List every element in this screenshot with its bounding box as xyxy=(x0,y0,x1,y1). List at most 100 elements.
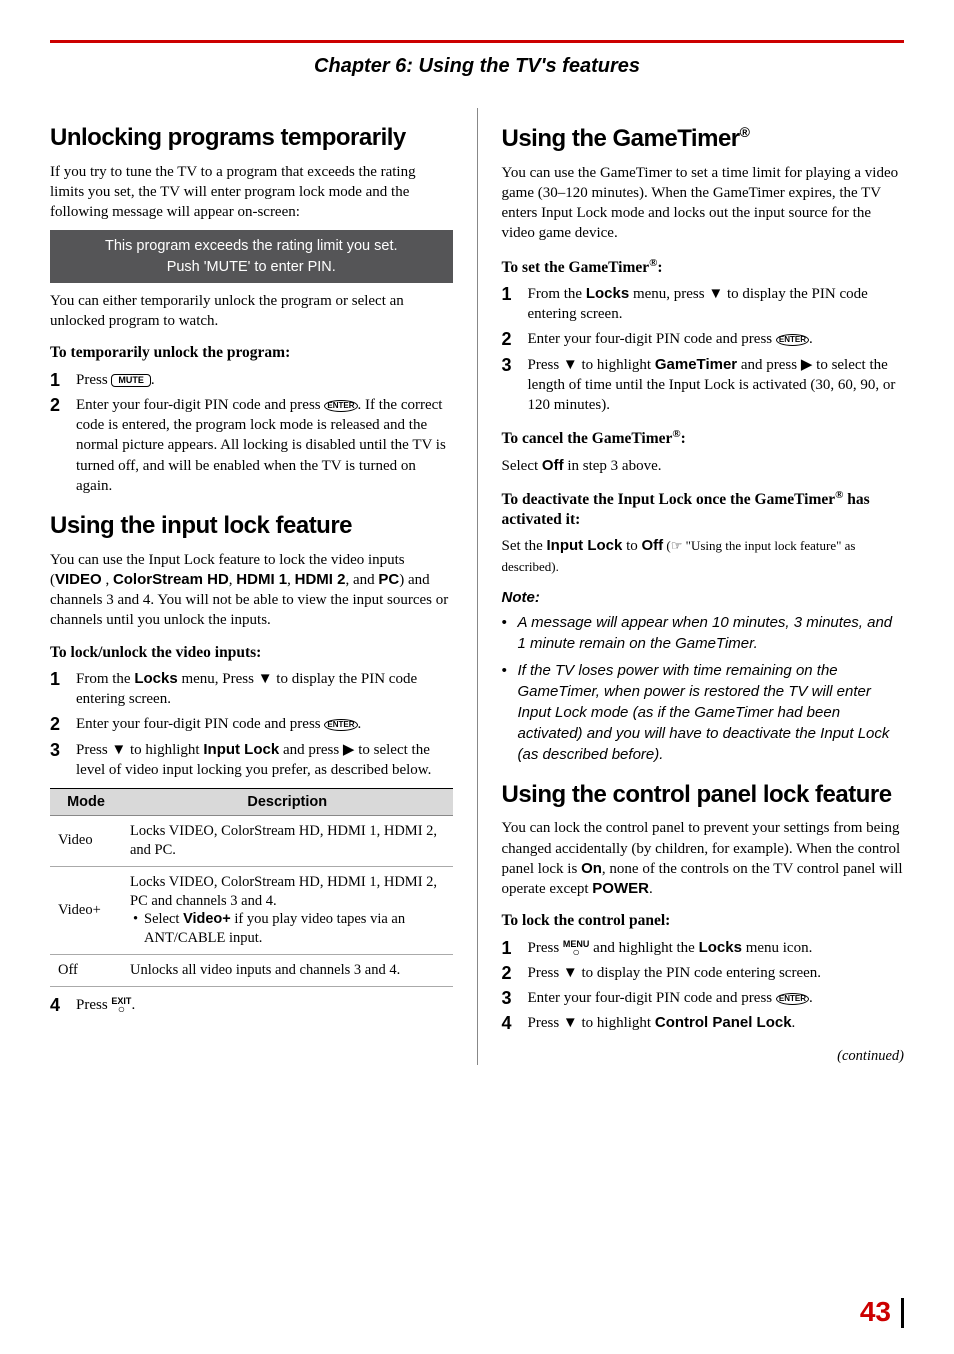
label: Input Lock xyxy=(547,537,623,554)
text: To set the GameTimer xyxy=(502,259,650,276)
text: . xyxy=(809,990,813,1006)
table-cell: Video xyxy=(50,816,122,867)
note-list: A message will appear when 10 minutes, 3… xyxy=(502,612,905,765)
text: . xyxy=(151,372,155,388)
paragraph: You can lock the control panel to preven… xyxy=(502,818,905,899)
sub-heading: To deactivate the Input Lock once the Ga… xyxy=(502,488,905,530)
enter-key-icon: ENTER xyxy=(776,993,809,1005)
sub-heading: To set the GameTimer®: xyxy=(502,256,905,278)
text: . xyxy=(792,1015,796,1031)
text: . xyxy=(809,331,813,347)
text: Enter your four-digit PIN code and press xyxy=(76,397,324,413)
label: Off xyxy=(642,537,664,554)
text: Press xyxy=(528,940,563,956)
registered-icon: ® xyxy=(672,428,680,440)
text: Press xyxy=(76,372,111,388)
right-column: Using the GameTimer® You can use the Gam… xyxy=(502,108,905,1065)
text: , xyxy=(287,572,295,588)
text: . xyxy=(358,716,362,732)
text: Enter your four-digit PIN code and press xyxy=(528,331,776,347)
sub-heading: To cancel the GameTimer®: xyxy=(502,427,905,449)
text: From the xyxy=(528,286,586,302)
mode-table: Mode Description Video Locks VIDEO, Colo… xyxy=(50,788,453,987)
step: 1 From the Locks menu, Press ▼ to displa… xyxy=(50,669,453,710)
step: 3 Press ▼ to highlight Input Lock and pr… xyxy=(50,740,453,781)
sub-heading: To lock/unlock the video inputs: xyxy=(50,643,453,663)
table-row: Off Unlocks all video inputs and channel… xyxy=(50,955,453,987)
label: Video+ xyxy=(183,911,231,927)
text: Select xyxy=(502,458,542,474)
enter-key-icon: ENTER xyxy=(324,400,357,412)
text: Press xyxy=(76,997,111,1013)
two-column-layout: Unlocking programs temporarily If you tr… xyxy=(50,108,904,1065)
label: Off xyxy=(542,457,564,474)
table-cell: Off xyxy=(50,955,122,987)
text: Enter your four-digit PIN code and press xyxy=(76,716,324,732)
text: Press ▼ to highlight xyxy=(528,1015,655,1031)
label: HDMI 1 xyxy=(236,571,287,588)
label: GameTimer xyxy=(655,356,737,373)
sub-heading: To lock the control panel: xyxy=(502,911,905,931)
step: 2 Enter your four-digit PIN code and pre… xyxy=(50,395,453,496)
text: To deactivate the Input Lock once the Ga… xyxy=(502,491,836,508)
text: in step 3 above. xyxy=(564,458,662,474)
table-row: Video Locks VIDEO, ColorStream HD, HDMI … xyxy=(50,816,453,867)
step-list: 1 Press MENU○ and highlight the Locks me… xyxy=(502,938,905,1034)
mute-key-icon: MUTE xyxy=(111,374,151,388)
section-panel-lock: Using the control panel lock feature xyxy=(502,781,905,809)
sub-heading: To temporarily unlock the program: xyxy=(50,343,453,363)
label: Locks xyxy=(586,285,629,302)
table-cell: Video+ xyxy=(50,866,122,954)
text: Set the xyxy=(502,538,547,554)
step: 1 From the Locks menu, press ▼ to displa… xyxy=(502,284,905,325)
left-column: Unlocking programs temporarily If you tr… xyxy=(50,108,453,1065)
table-header: Description xyxy=(122,789,453,816)
paragraph: Set the Input Lock to Off (☞ "Using the … xyxy=(502,536,905,577)
paragraph: You can use the Input Lock feature to lo… xyxy=(50,550,453,631)
chapter-title: Chapter 6: Using the TV's features xyxy=(50,55,904,78)
osd-message: This program exceeds the rating limit yo… xyxy=(50,230,453,283)
text: Press ▼ to highlight xyxy=(528,357,655,373)
exit-key-icon: EXIT○ xyxy=(111,997,131,1015)
text: : xyxy=(657,259,662,276)
step-list: 1 Press MUTE. 2 Enter your four-digit PI… xyxy=(50,370,453,497)
table-cell: Unlocks all video inputs and channels 3 … xyxy=(122,955,453,987)
label: HDMI 2 xyxy=(295,571,346,588)
column-divider xyxy=(477,108,478,1065)
note-item: A message will appear when 10 minutes, 3… xyxy=(502,612,905,654)
label: ColorStream HD xyxy=(113,571,229,588)
note-heading: Note: xyxy=(502,589,905,606)
text: and highlight the xyxy=(589,940,698,956)
osd-line: Push 'MUTE' to enter PIN. xyxy=(167,259,336,275)
label: Locks xyxy=(699,939,742,956)
label: VIDEO xyxy=(55,571,102,588)
step: 1 Press MENU○ and highlight the Locks me… xyxy=(502,938,905,958)
label: Locks xyxy=(134,670,177,687)
step: 3 Enter your four-digit PIN code and pre… xyxy=(502,988,905,1008)
text: Press ▼ to display the PIN code entering… xyxy=(528,965,822,981)
paragraph: You can use the GameTimer to set a time … xyxy=(502,163,905,244)
table-cell: Locks VIDEO, ColorStream HD, HDMI 1, HDM… xyxy=(122,816,453,867)
label: PC xyxy=(378,571,399,588)
step: 3 Press ▼ to highlight GameTimer and pre… xyxy=(502,355,905,416)
step: 2 Press ▼ to display the PIN code enteri… xyxy=(502,963,905,983)
section-unlock-temp: Unlocking programs temporarily xyxy=(50,124,453,152)
section-input-lock: Using the input lock feature xyxy=(50,512,453,540)
label: On xyxy=(581,860,602,877)
label: POWER xyxy=(592,880,649,897)
enter-key-icon: ENTER xyxy=(324,719,357,731)
text: Press ▼ to highlight xyxy=(76,742,203,758)
text: Locks VIDEO, ColorStream HD, HDMI 1, HDM… xyxy=(130,874,437,909)
text: to xyxy=(622,538,641,554)
paragraph: If you try to tune the TV to a program t… xyxy=(50,162,453,223)
enter-key-icon: ENTER xyxy=(776,334,809,346)
table-header: Mode xyxy=(50,789,122,816)
page-number: 43 xyxy=(860,1298,904,1328)
step: 4 Press EXIT○. xyxy=(50,995,453,1015)
step: 2 Enter your four-digit PIN code and pre… xyxy=(502,329,905,349)
text: : xyxy=(681,431,686,448)
header-rule xyxy=(50,40,904,43)
section-gametimer: Using the GameTimer® xyxy=(502,124,905,153)
paragraph: You can either temporarily unlock the pr… xyxy=(50,291,453,332)
text: To cancel the GameTimer xyxy=(502,431,673,448)
